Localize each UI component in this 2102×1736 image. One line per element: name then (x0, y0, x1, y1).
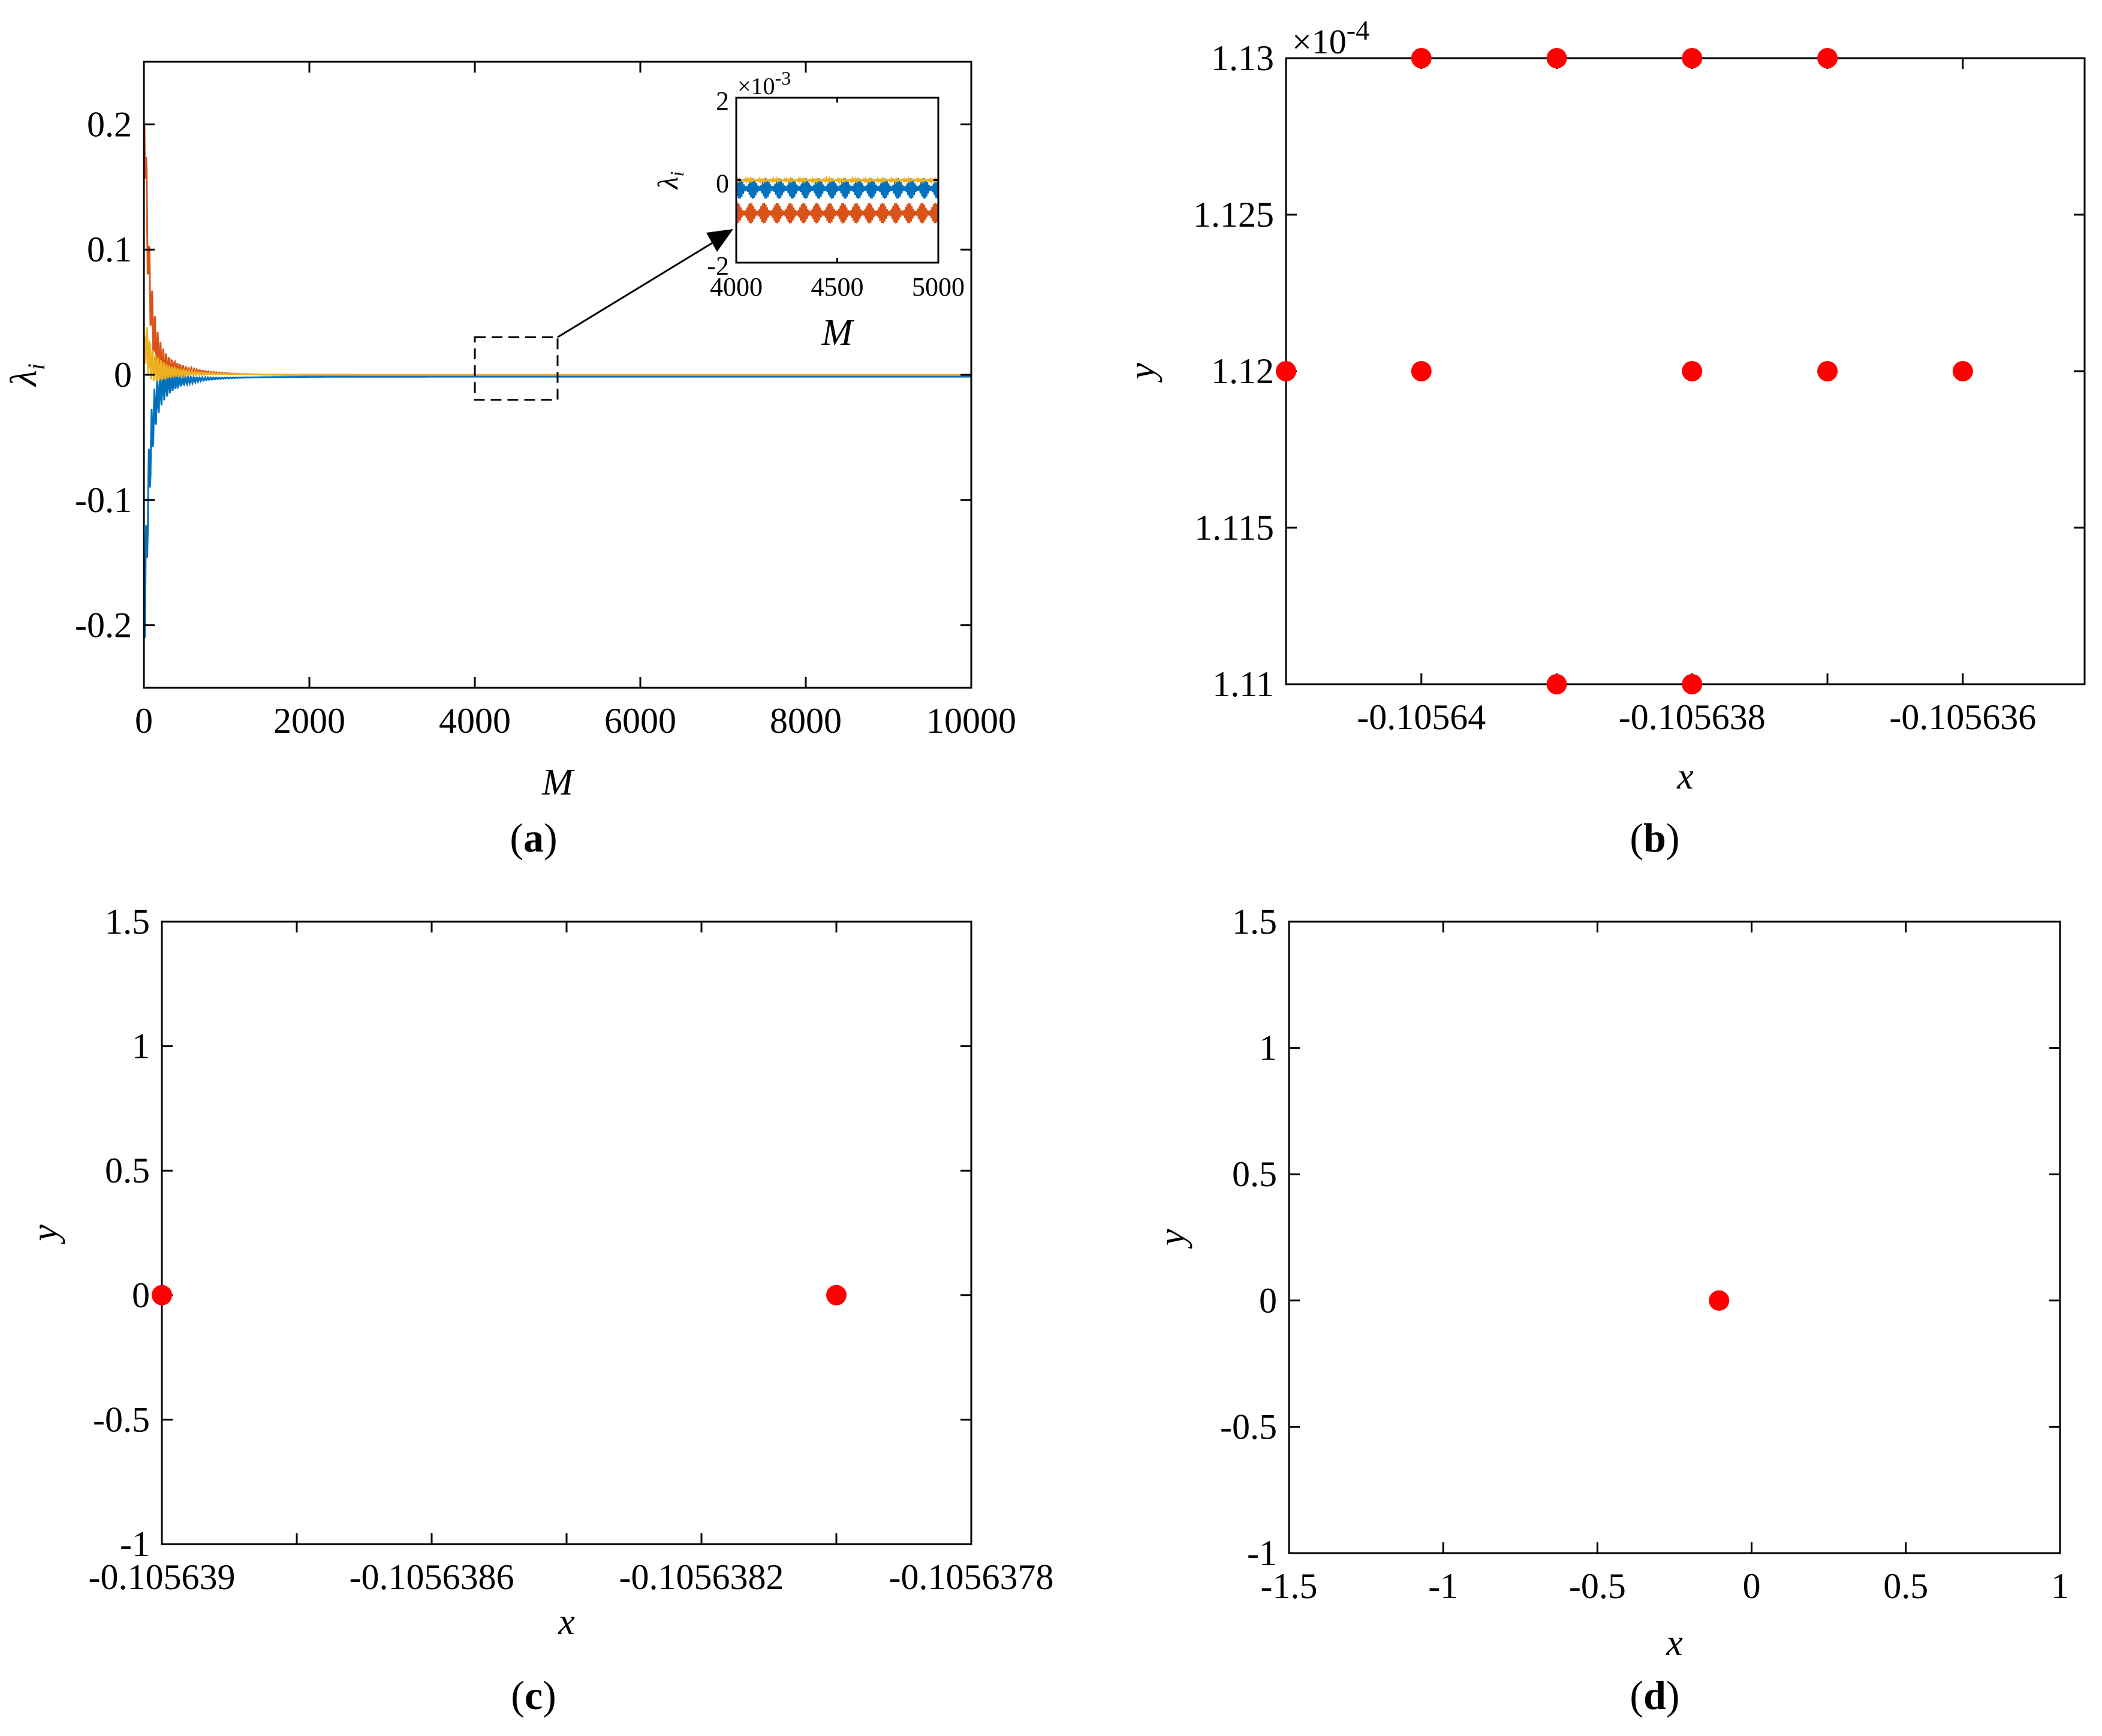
panel-caption: (b) (1630, 815, 1679, 861)
x-tick-label: 5000 (912, 272, 965, 302)
y-tick-label: 1.5 (105, 902, 150, 941)
axis-exponent: ×10-3 (737, 67, 791, 100)
x-tick-label: 10000 (926, 701, 1016, 741)
zoom-arrow (557, 234, 725, 338)
x-tick-label: -0.1056386 (350, 1557, 514, 1597)
x-tick-label: -0.1056382 (619, 1557, 784, 1597)
x-axis-label: x (1676, 756, 1694, 797)
y-tick-label: 0 (132, 1275, 150, 1315)
y-axis-label: y (1122, 363, 1163, 383)
x-tick-label: -0.10564 (1357, 697, 1486, 737)
y-tick-label: 0.5 (1232, 1154, 1277, 1194)
inset-x-label: M (821, 312, 855, 353)
x-tick-label: -0.105638 (1619, 697, 1766, 737)
x-tick-label: 0.5 (1883, 1566, 1928, 1606)
data-point (1817, 48, 1838, 68)
x-axis-label: x (558, 1602, 575, 1642)
y-axis-label: y (1152, 1229, 1192, 1249)
y-axis-label: y (25, 1224, 65, 1245)
panel-caption: (d) (1630, 1672, 1679, 1718)
y-tick-label: 0.1 (87, 230, 132, 269)
data-point (826, 1284, 847, 1305)
inset-series-λ2 (735, 203, 939, 224)
x-tick-label: -1 (1428, 1566, 1458, 1606)
x-tick-label: 4000 (710, 272, 763, 302)
zoom-box (474, 336, 559, 401)
plot-frame (1288, 920, 2061, 1554)
x-tick-label: 0 (135, 701, 153, 741)
x-tick-label: -0.105636 (1889, 697, 2036, 737)
panel-d: -1.5 -1 -0.5 0 0.5 1-1-0.500.511.5xy(d) (1152, 902, 2069, 1718)
inset-series-λ1 (735, 178, 939, 199)
y-tick-label: 1.125 (1193, 195, 1274, 234)
plot-frame (161, 920, 972, 1545)
data-point (1817, 361, 1838, 381)
x-tick-label: 4500 (811, 272, 864, 302)
x-tick-label: 1 (2051, 1566, 2069, 1606)
y-tick-label: 1.13 (1211, 38, 1274, 78)
y-tick-label: 1 (132, 1027, 150, 1066)
panel-c: -0.105639 -0.1056386 -0.1056382 -0.1056378 -… (25, 902, 1053, 1718)
x-tick-label: -0.5 (1569, 1566, 1626, 1606)
data-point (1682, 674, 1703, 694)
y-tick-label: -0.2 (75, 606, 132, 645)
data-point (1411, 48, 1432, 68)
data-point (1682, 361, 1703, 381)
y-tick-label: 1.5 (1232, 902, 1277, 941)
series-line-λ1 (143, 373, 971, 638)
panel-caption: (c) (511, 1672, 556, 1718)
x-tick-label: 8000 (770, 701, 842, 741)
axis-exponent: ×10-4 (1292, 16, 1369, 61)
panel-caption: (a) (510, 815, 557, 861)
panel-a: 0 2000 4000 6000 8000 10000 -0.2 -0.1 0 0.1 0.2 Mλi… (4, 61, 1016, 861)
y-tick-label: -0.5 (93, 1400, 150, 1439)
y-tick-label: -1 (120, 1524, 150, 1564)
x-axis-label: M (541, 762, 575, 803)
x-tick-label: 0 (1743, 1566, 1761, 1606)
y-tick-label: 0 (716, 169, 729, 198)
x-axis-label: x (1666, 1623, 1683, 1663)
y-tick-label: -0.1 (75, 480, 132, 520)
y-tick-label: 1.12 (1211, 351, 1274, 391)
data-point (1411, 361, 1432, 381)
y-tick-label: 0 (114, 355, 132, 395)
data-point (1276, 361, 1296, 381)
y-tick-label: 0.2 (87, 104, 132, 144)
data-point (1546, 48, 1567, 68)
y-tick-label: -2 (707, 251, 729, 281)
data-point (1952, 361, 1973, 381)
inset-series-λ3 (735, 176, 939, 185)
y-tick-label: -1 (1247, 1533, 1277, 1573)
y-tick-label: -0.5 (1220, 1407, 1277, 1446)
y-tick-label: 1.115 (1194, 508, 1274, 547)
x-tick-label: 2000 (273, 701, 345, 741)
x-tick-label: -0.1056378 (889, 1557, 1054, 1597)
x-tick-label: 4000 (439, 701, 511, 741)
data-point (152, 1284, 172, 1305)
y-axis-label: λi (4, 363, 50, 387)
y-tick-label: 0.5 (105, 1151, 150, 1190)
y-tick-label: 2 (716, 86, 729, 116)
data-point (1709, 1290, 1730, 1311)
data-point (1682, 48, 1703, 68)
x-tick-label: 6000 (604, 701, 676, 741)
y-tick-label: 1.11 (1212, 664, 1274, 704)
panel-b: -0.10564 -0.105638 -0.105636 1.11 1.115 1.12 1… (1122, 16, 2086, 861)
zoom-arrow-head (706, 229, 733, 252)
data-point (1546, 674, 1567, 694)
y-tick-label: 0 (1259, 1281, 1277, 1320)
x-tick-label: -1.5 (1261, 1566, 1318, 1606)
inset-y-label: λi (652, 172, 688, 191)
y-tick-label: 1 (1259, 1028, 1277, 1068)
x-tick-label: -0.105639 (89, 1557, 236, 1597)
